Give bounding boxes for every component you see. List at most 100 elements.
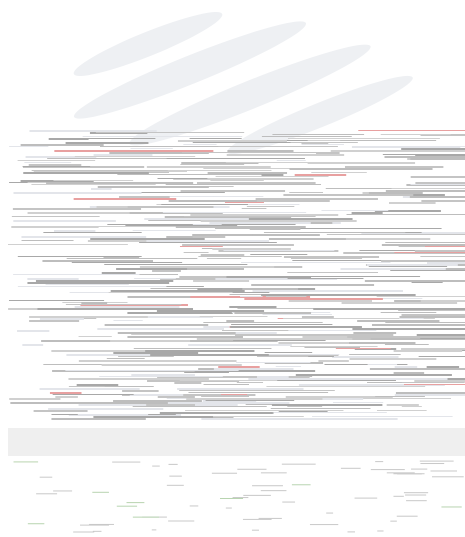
glitch-line [301,316,334,318]
glitch-line [340,467,361,469]
glitch-line [203,384,250,385]
glitch-line [36,493,58,495]
glitch-line [285,396,393,398]
glitch-line [236,362,311,363]
glitch-line [391,188,465,189]
glitch-line [166,236,211,238]
glitch-line [39,388,140,390]
glitch-line [262,314,332,315]
glitch-line [227,150,294,152]
glitch-line [29,130,157,132]
glitch-line [146,240,270,242]
glitch-line [220,394,248,395]
glitch-line [146,404,195,406]
glitch-line [46,182,194,184]
glitch-line [95,132,245,133]
glitch-line [410,158,465,160]
glitch-line [295,374,452,376]
glitch-line [376,296,465,297]
glitch-line [241,208,267,209]
glitch-line [225,507,232,509]
glitch-line [219,497,244,499]
glitch-line [310,222,333,224]
glitch-line [289,168,433,170]
glitch-line [99,146,244,147]
glitch-line [177,388,304,390]
glitch-line [66,354,222,356]
glitch-line [53,230,96,232]
glitch-line [226,320,255,322]
glitch-line [45,284,129,285]
glitch-line [376,410,427,411]
glitch-line [385,322,465,323]
glitch-line [25,156,97,158]
glitch-line [308,276,421,277]
glitch-line [283,318,435,319]
glitch-line [173,174,247,175]
glitch-line [420,256,465,257]
glitch-line [293,290,403,292]
glitch-line [301,144,344,145]
glitch-line [179,390,335,391]
glitch-line [77,414,149,415]
glitch-line [276,160,306,161]
glitch-line [184,372,229,373]
glitch-line [242,518,272,520]
glitch-line [162,212,307,213]
glitch-line [74,212,223,214]
glitch-line [396,515,418,517]
glitch-line [287,278,364,279]
glitch-line [420,463,445,465]
glitch-line [382,154,429,155]
glitch-line [390,270,465,271]
glitch-line [264,352,313,353]
glitch-line [241,262,361,263]
glitch-line [78,360,237,362]
glitch-line [347,336,465,338]
glitch-line [218,146,338,147]
glitch-line [218,366,260,368]
glitch-line [380,312,437,313]
streaks [73,12,413,155]
glitch-line [169,475,182,477]
glitch-line [225,162,321,163]
glitch-line [119,196,170,198]
glitch-line [221,330,289,331]
glitch-line [321,210,389,211]
glitch-line [157,396,195,398]
glitch-line [340,140,437,141]
glitch-line [332,402,384,403]
glitch-line [29,320,80,322]
glitch-line [192,236,226,238]
glitch-line [97,328,225,330]
glitch-line [187,268,244,270]
glitch-line [386,404,419,406]
glitch-line [242,190,286,192]
glitch-line [106,358,145,359]
glitch-line [60,138,156,139]
glitch-line [8,244,128,245]
glitch-line [146,402,290,404]
glitch-line [411,468,428,470]
glitch-line [283,194,414,196]
glitch-line [409,196,465,198]
glitch-line [129,394,184,396]
footer-area [13,460,464,533]
glitch-line [122,316,214,318]
glitch-line [441,506,462,508]
glitch-line [43,364,103,365]
glitch-line [368,192,423,194]
glitch-line [31,170,168,171]
glitch-line [375,396,425,397]
glitch-line [344,166,444,168]
glitch-line [9,182,44,183]
glitch-line [43,232,142,233]
glitch-line [380,134,451,135]
glitch-line [48,408,164,410]
glitch-line [261,294,416,296]
glitch-line [200,218,353,220]
glitch-line [287,272,379,273]
glitch-line [359,250,423,251]
